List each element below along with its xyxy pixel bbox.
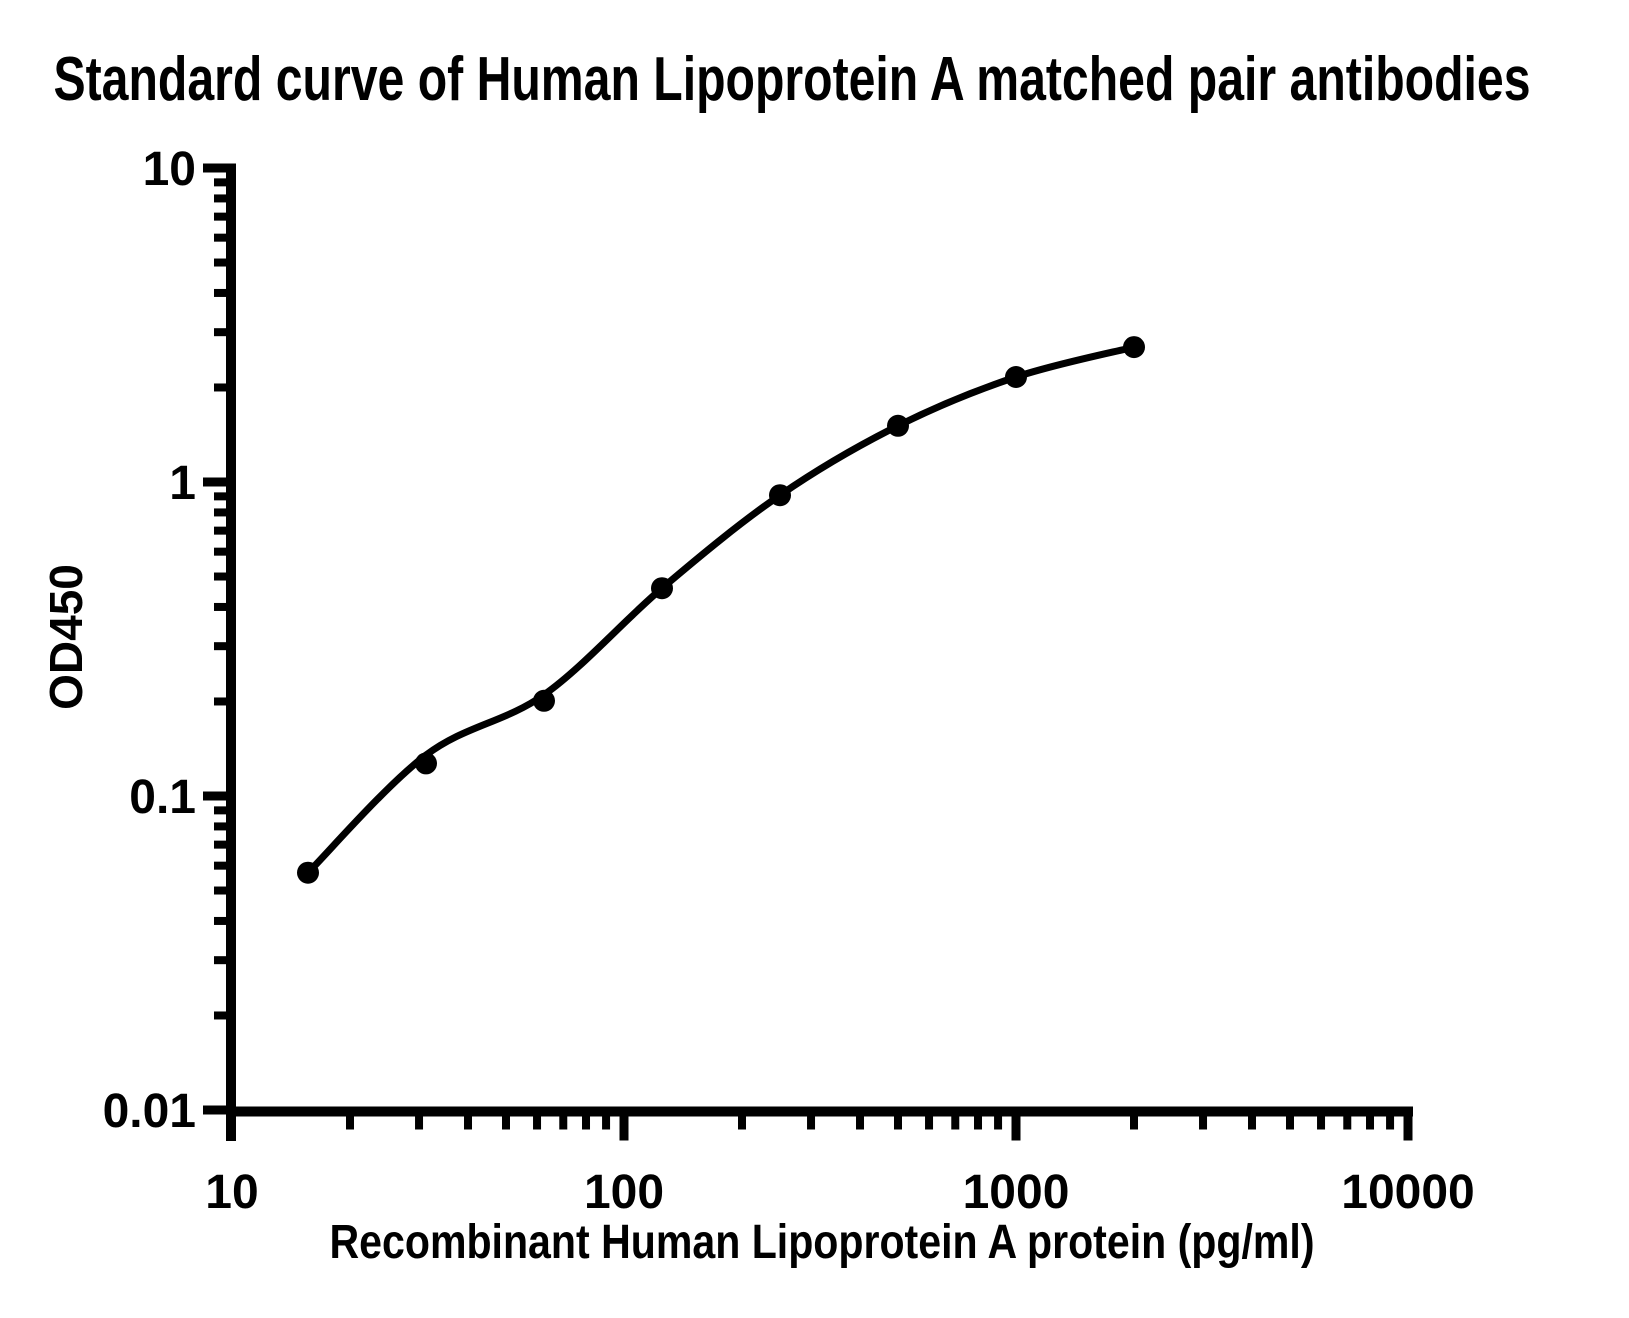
y-minor-tick [214, 288, 236, 297]
y-minor-tick [214, 602, 236, 611]
y-minor-tick [214, 383, 236, 392]
y-minor-tick [214, 526, 236, 535]
x-minor-tick [602, 1106, 611, 1130]
y-minor-tick [214, 212, 236, 221]
x-major-tick [1403, 1106, 1413, 1141]
y-axis: 10 1 0.1 0.01 [103, 143, 236, 1141]
y-minor-tick [214, 328, 236, 337]
y-minor-tick [214, 861, 236, 870]
x-minor-tick [415, 1106, 424, 1130]
y-major-tick [203, 791, 236, 801]
x-minor-tick [1285, 1106, 1294, 1130]
y-minor-tick [214, 233, 236, 242]
y-minor-tick [214, 258, 236, 267]
data-point [887, 414, 909, 437]
y-axis-line [226, 163, 236, 1141]
y-minor-tick [214, 492, 236, 501]
x-minor-tick [1386, 1106, 1395, 1130]
x-minor-tick [807, 1106, 816, 1130]
x-axis: 10 100 1000 10000 [205, 1106, 1475, 1219]
y-minor-tick [214, 806, 236, 815]
x-minor-tick [559, 1106, 568, 1130]
y-minor-tick [214, 194, 236, 203]
y-minor-tick [214, 840, 236, 849]
x-tick-label: 100 [584, 1166, 664, 1219]
x-major-tick [1011, 1106, 1021, 1141]
y-minor-tick [214, 822, 236, 831]
y-minor-tick [214, 697, 236, 706]
y-minor-tick [214, 886, 236, 895]
x-minor-tick [1130, 1106, 1139, 1130]
y-minor-tick [214, 1011, 236, 1020]
y-tick-label: 1 [169, 457, 196, 510]
y-minor-tick [214, 572, 236, 581]
y-tick-label: 0.01 [103, 1085, 196, 1138]
y-major-tick [203, 477, 236, 487]
x-minor-tick [1317, 1106, 1326, 1130]
data-point [1005, 366, 1027, 388]
data-point [533, 689, 555, 712]
y-minor-tick [214, 916, 236, 925]
y-tick-label: 0.1 [129, 771, 196, 824]
x-axis-line [226, 1106, 1413, 1117]
x-minor-tick [951, 1106, 960, 1130]
x-tick-label: 10 [205, 1166, 258, 1219]
data-point [769, 484, 791, 507]
x-minor-tick [925, 1106, 934, 1130]
y-major-tick [203, 163, 236, 173]
chart-title: Standard curve of Human Lipoprotein A ma… [54, 45, 1531, 114]
y-minor-tick [214, 547, 236, 556]
x-minor-tick [893, 1106, 902, 1130]
data-point [1123, 336, 1145, 359]
x-minor-tick [346, 1106, 355, 1130]
fit-curve-line [304, 343, 1138, 877]
x-axis-title: Recombinant Human Lipoprotein A protein … [330, 1216, 1315, 1269]
x-major-tick [619, 1106, 629, 1141]
y-tick-label: 10 [143, 143, 196, 196]
x-minor-tick [856, 1106, 865, 1130]
x-minor-tick [1248, 1106, 1257, 1130]
x-minor-tick [582, 1106, 591, 1130]
x-minor-tick [1199, 1106, 1208, 1130]
data-point [415, 752, 437, 775]
x-minor-tick [1343, 1106, 1352, 1130]
x-minor-tick [994, 1106, 1003, 1130]
x-minor-tick [533, 1106, 542, 1130]
x-minor-tick [1366, 1106, 1375, 1130]
x-tick-label: 1000 [963, 1166, 1070, 1219]
y-axis-title: OD450 [40, 564, 92, 710]
x-minor-tick [464, 1106, 473, 1130]
x-minor-tick [501, 1106, 510, 1130]
y-minor-tick [214, 508, 236, 517]
data-point [297, 861, 319, 884]
data-point [651, 577, 673, 600]
y-minor-tick [214, 642, 236, 651]
y-minor-tick [214, 956, 236, 965]
x-minor-tick [738, 1106, 747, 1130]
fit-curve [304, 343, 1138, 877]
data-points [297, 336, 1145, 884]
y-minor-tick [214, 178, 236, 187]
y-major-tick [203, 1105, 236, 1115]
x-tick-label: 10000 [1341, 1166, 1474, 1219]
x-minor-tick [974, 1106, 983, 1130]
